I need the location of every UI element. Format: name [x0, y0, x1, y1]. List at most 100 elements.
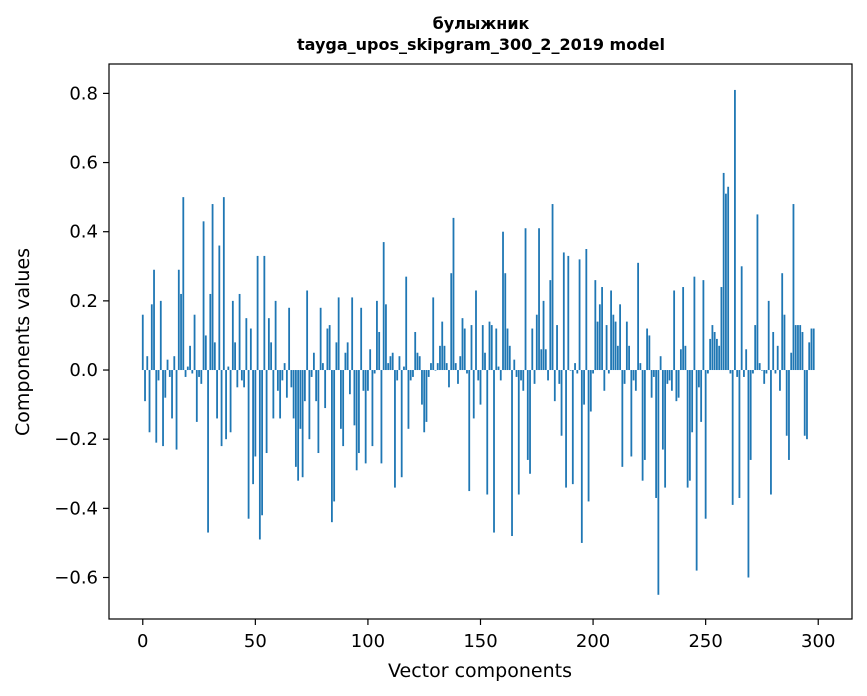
bar-22	[191, 370, 194, 374]
bar-58	[272, 370, 275, 419]
bar-6	[155, 370, 158, 443]
bar-290	[794, 325, 797, 371]
bar-21	[189, 345, 191, 371]
bar-154	[488, 321, 491, 371]
x-tick-label: 50	[244, 631, 267, 652]
bar-185	[558, 370, 561, 384]
bar-256	[718, 345, 721, 371]
bar-243	[688, 370, 691, 481]
bar-257	[720, 287, 723, 371]
bar-50	[254, 370, 257, 457]
x-tick-label: 200	[576, 631, 610, 652]
bar-239	[679, 349, 682, 371]
bar-277	[765, 370, 768, 374]
bar-245	[693, 276, 696, 371]
bar-16	[177, 269, 180, 371]
bar-204	[601, 287, 603, 371]
bar-289	[792, 204, 795, 371]
bar-212	[619, 304, 621, 371]
bar-70	[299, 370, 302, 429]
bar-4	[150, 304, 153, 371]
bar-166	[515, 370, 518, 377]
bar-139	[454, 363, 457, 371]
bar-235	[670, 370, 673, 391]
bar-287	[788, 370, 790, 460]
bar-98	[362, 370, 365, 391]
y-tick-label: 0.0	[69, 360, 98, 381]
bar-150	[479, 370, 482, 405]
bar-280	[772, 331, 775, 371]
bar-78	[317, 370, 320, 454]
bar-90	[344, 352, 347, 371]
bar-133	[441, 321, 444, 371]
bar-258	[722, 172, 725, 371]
bar-33	[216, 370, 218, 419]
y-tick-label: 0.4	[69, 222, 98, 243]
bar-254	[713, 331, 716, 371]
bar-186	[560, 370, 563, 436]
bar-168	[520, 370, 522, 381]
bar-49	[252, 370, 254, 485]
bar-69	[297, 370, 300, 481]
bar-181	[549, 280, 552, 371]
bar-118	[407, 370, 410, 429]
bar-32	[213, 342, 216, 371]
chart-subtitle: tayga_upos_skipgram_300_2_2019 model	[297, 35, 665, 54]
bar-72	[303, 370, 306, 402]
bar-67	[292, 370, 295, 419]
bar-102	[371, 370, 374, 447]
bar-179	[544, 349, 547, 371]
bar-141	[459, 356, 462, 371]
bar-108	[385, 304, 387, 371]
bar-192	[574, 363, 576, 371]
bar-275	[761, 370, 763, 371]
bar-183	[553, 370, 556, 402]
bar-283	[779, 370, 781, 391]
bar-23	[193, 314, 196, 371]
bar-127	[427, 370, 430, 377]
bar-1	[144, 370, 146, 402]
bar-134	[443, 345, 446, 371]
bar-296	[808, 342, 811, 371]
bar-228	[655, 370, 658, 498]
bar-13	[171, 370, 173, 419]
bar-246	[695, 370, 698, 571]
bar-176	[538, 228, 540, 371]
bar-248	[700, 370, 703, 422]
bar-203	[598, 304, 601, 371]
bar-120	[412, 370, 414, 377]
bar-232	[664, 370, 667, 488]
bar-0	[141, 314, 144, 371]
bar-147	[472, 370, 475, 419]
bar-122	[416, 352, 419, 371]
bar-43	[238, 293, 241, 371]
y-tick-label: 0.2	[69, 291, 98, 312]
bar-225	[648, 335, 651, 371]
bar-8	[159, 300, 162, 371]
bar-101	[369, 349, 372, 371]
bar-221	[639, 363, 642, 371]
bar-66	[290, 370, 293, 388]
bar-82	[326, 328, 329, 371]
bar-161	[504, 273, 507, 371]
bar-291	[797, 325, 799, 371]
bar-9	[162, 370, 164, 447]
bar-2	[146, 356, 149, 371]
bar-160	[502, 231, 504, 371]
bar-86	[335, 342, 338, 371]
bar-202	[596, 321, 599, 371]
bar-44	[240, 370, 243, 381]
bar-227	[652, 370, 655, 377]
bar-105	[378, 331, 381, 371]
bar-288	[790, 352, 793, 371]
bar-28	[204, 335, 207, 371]
y-tick-label: 0.6	[69, 153, 98, 174]
bar-209	[612, 314, 615, 371]
bar-7	[157, 370, 160, 381]
bar-279	[770, 370, 772, 495]
bar-217	[630, 370, 633, 457]
bar-198	[587, 370, 590, 502]
bar-31	[211, 204, 214, 371]
bar-229	[657, 370, 660, 595]
bar-182	[551, 204, 554, 371]
